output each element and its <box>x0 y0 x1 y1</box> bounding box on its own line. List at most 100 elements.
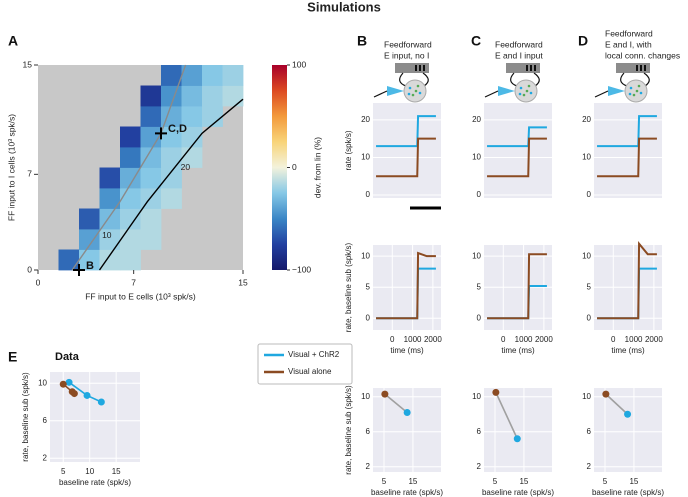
stim-cone <box>608 86 625 96</box>
heatmap-cell <box>181 106 203 127</box>
heatmap-cell <box>99 249 121 271</box>
x-tick-label: 15 <box>408 477 417 486</box>
ff-input-box <box>395 63 429 73</box>
heatmap-cell <box>140 85 162 107</box>
stim-cone <box>387 86 404 96</box>
x-tick-label: 0 <box>390 335 395 344</box>
neuron-dot <box>407 92 411 96</box>
input-tick <box>526 65 528 71</box>
trace <box>597 241 657 320</box>
input-tick <box>423 65 425 71</box>
x-tick-label: 15 <box>519 477 528 486</box>
heatmap-cell <box>202 85 223 107</box>
y-tick-label: 6 <box>477 427 482 436</box>
neuron-dot <box>635 89 639 93</box>
x-axis-label: time (ms) <box>611 346 645 355</box>
neuron-dot <box>408 86 412 90</box>
y-tick-label: 5 <box>477 282 482 291</box>
heatmap-cell <box>202 65 223 86</box>
y-axis-label: rate, baseline sub (spk/s) <box>21 372 30 462</box>
column-header: Feedforward <box>384 39 432 49</box>
heatmap-cell <box>99 167 121 189</box>
y-tick-label: 6 <box>366 427 371 436</box>
plot-background <box>594 388 662 472</box>
y-axis-label: rate, baseline sub (spk/s) <box>344 242 353 332</box>
neuron-dot <box>632 93 636 97</box>
point <box>65 378 73 386</box>
y-tick-label: 10 <box>472 153 481 162</box>
neuron-dot <box>518 92 522 96</box>
input-arrow <box>510 72 518 87</box>
heatmap-cell <box>120 167 141 189</box>
plot-background <box>373 103 441 198</box>
y-tick-label: 0 <box>587 313 592 322</box>
x-axis-label: time (ms) <box>390 346 424 355</box>
input-tick <box>534 65 536 71</box>
x-tick-label: 5 <box>603 477 608 486</box>
heatmap-cell <box>99 229 121 250</box>
point <box>70 390 78 398</box>
heatmap-cell <box>202 106 223 127</box>
x-tick-label: 0 <box>611 335 616 344</box>
recurrent-arrow <box>643 72 650 87</box>
y-tick-label: 6 <box>43 416 48 425</box>
panel-label: A <box>8 33 18 49</box>
y-tick-label: 0 <box>477 190 482 199</box>
neuron-dot <box>522 93 526 97</box>
point <box>381 390 389 398</box>
input-arrow <box>620 72 628 87</box>
neuron-dot <box>637 84 641 88</box>
y-tick-label: 0 <box>27 264 32 274</box>
section-label: Data <box>55 351 80 363</box>
panel-label: C <box>471 33 481 49</box>
y-tick-label: 10 <box>361 251 370 260</box>
y-tick-label: 10 <box>582 251 591 260</box>
connector <box>605 393 629 415</box>
column-header: E input, no I <box>384 50 429 60</box>
connector <box>495 392 519 440</box>
point <box>513 435 521 443</box>
heatmap-cell <box>222 85 244 107</box>
neuron-dot <box>416 84 420 88</box>
point <box>492 388 500 396</box>
heatmap-cell <box>79 249 100 271</box>
x-tick-label: 2000 <box>424 335 442 344</box>
heatmap-cell <box>79 229 100 250</box>
heatmap-cell <box>140 106 162 127</box>
y-tick-label: 20 <box>582 115 591 124</box>
colorbar-tick-label: −100 <box>292 264 311 274</box>
panel-label: D <box>578 33 588 49</box>
x-tick-label: 5 <box>61 467 66 476</box>
plot-background <box>594 103 662 198</box>
y-tick-label: 2 <box>477 462 482 471</box>
heatmap-cell <box>140 208 162 230</box>
y-tick-label: 10 <box>361 153 370 162</box>
column-header: E and I input <box>495 50 543 60</box>
x-tick-label: 1000 <box>404 335 422 344</box>
y-tick-label: 5 <box>587 282 592 291</box>
heatmap-cell <box>140 167 162 189</box>
recurrent-arrow <box>533 72 540 87</box>
column-header: Feedforward <box>495 39 543 49</box>
trace <box>376 251 436 320</box>
legend-label: Visual + ChR2 <box>288 350 340 359</box>
legend-label: Visual alone <box>288 367 332 376</box>
column-header: E and I, with <box>605 39 652 49</box>
heatmap-cell <box>222 65 244 86</box>
neuron-dot <box>418 91 422 95</box>
heatmap-cell <box>140 229 162 250</box>
y-tick-label: 20 <box>361 115 370 124</box>
y-tick-label: 2 <box>366 462 371 471</box>
neuron-dot <box>519 86 523 90</box>
heatmap-cell <box>161 65 182 86</box>
stim-fiber <box>594 90 609 98</box>
x-tick-label: 2000 <box>535 335 553 344</box>
x-tick-label: 10 <box>85 467 94 476</box>
y-tick-label: 6 <box>587 427 592 436</box>
heatmap-cell <box>120 229 141 250</box>
x-tick-label: 1000 <box>515 335 533 344</box>
input-tick <box>530 65 532 71</box>
heatmap-cell <box>79 208 100 230</box>
contour-line <box>98 98 244 271</box>
